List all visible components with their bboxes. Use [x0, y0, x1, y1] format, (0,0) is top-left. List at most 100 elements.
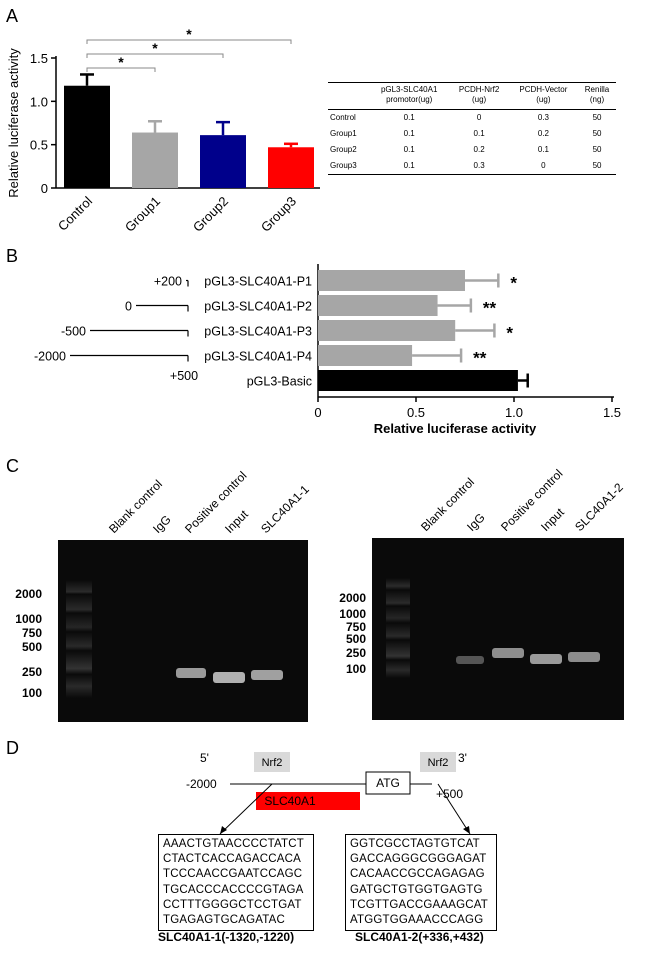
gel-band: [530, 654, 562, 664]
x-tick-label: Control: [55, 193, 95, 233]
sequence-caption-1: SLC40A1-1(-1320,-1220): [158, 930, 295, 944]
lane-label: SLC40A1-2: [572, 480, 626, 534]
table-header-cell: PCDH-Vector (ug): [508, 82, 579, 110]
gel-band: [176, 668, 206, 678]
marker-label: 1000: [15, 612, 42, 626]
construct-start-label: +200: [154, 275, 182, 289]
construct-start-label: 0: [125, 300, 132, 314]
sequence-line: GATGCTGTGGTGAGTG: [350, 883, 483, 896]
pointer-arrow-left: [219, 783, 273, 835]
marker-label: 500: [21, 640, 42, 654]
panel-a-bar-chart: 0 0.5 1.0 1.5 Relative luciferase activity Co…: [6, 26, 320, 235]
gel-ladder: [386, 578, 410, 678]
lane-label: Input: [222, 507, 251, 536]
sequence-line: TCCCAACCGAATCCAGC: [163, 868, 303, 881]
table-cell: Group3: [328, 158, 369, 175]
table-cell: 0.1: [368, 158, 450, 175]
marker-label: 500: [345, 632, 366, 646]
gel-band: [213, 672, 245, 683]
marker-label: 750: [345, 620, 366, 634]
significance-mark: **: [483, 299, 497, 318]
marker-label: 1000: [339, 607, 366, 621]
x-tick-label: 0.5: [407, 405, 425, 420]
marker-label: 2000: [339, 591, 366, 605]
table-cell: Control: [330, 113, 356, 122]
construct-end-label: +500: [170, 369, 198, 383]
panel-b-bar-chart: 0 0.5 1.0 1.5 Relative luciferase activity pG…: [34, 264, 621, 436]
significance-mark: *: [118, 54, 124, 70]
bar: [200, 135, 246, 188]
table-cell: 0.1: [403, 113, 415, 122]
gel-left: [58, 540, 308, 722]
table-cell: 0: [508, 158, 579, 175]
bar: [64, 85, 110, 188]
table-header-cell: Renilla (ng): [578, 82, 616, 110]
significance-mark: *: [510, 274, 517, 293]
table-cell: 0: [476, 113, 482, 122]
x-tick-label: 1.0: [505, 405, 523, 420]
atg-label: ATG: [376, 776, 400, 790]
table-cell: Group1: [330, 129, 357, 138]
sequence-box-1: AAACTGTAACCCCTATCT CTACTCACCAGACCACA TCC…: [158, 834, 314, 932]
x-tick-label: Group2: [190, 194, 231, 235]
significance-mark: *: [152, 40, 158, 56]
table-cell: 0.1: [403, 129, 415, 138]
marker-label: 750: [21, 626, 42, 640]
significance-mark: **: [473, 349, 487, 368]
left-position-label: -2000: [186, 777, 217, 791]
construct-start-label: -500: [61, 325, 86, 339]
arrowhead-right: [463, 826, 470, 834]
three-prime-label: 3': [458, 751, 467, 765]
y-tick-label: pGL3-SLC40A1-P4: [204, 350, 312, 364]
y-axis-label: Relative luciferase activity: [6, 48, 21, 198]
lane-label: Input: [538, 505, 567, 534]
five-prime-label: 5': [200, 751, 209, 765]
table-cell: 50: [592, 129, 602, 138]
arrowhead-left: [220, 826, 227, 834]
table-row: Control 0.1 0 0.3 50: [328, 110, 616, 127]
nrf2-box-right: [420, 752, 456, 772]
sequence-line: AAACTGTAACCCCTATCT: [163, 838, 304, 850]
gel-band: [492, 648, 524, 658]
sequence-line: CCTTTGGGGCTCCTGAT: [163, 898, 302, 911]
table-cell: 50: [578, 158, 616, 175]
bar: [268, 147, 314, 188]
table-cell: 50: [592, 145, 602, 154]
y-tick-label: pGL3-SLC40A1-P1: [204, 275, 312, 289]
table-cell: Group2: [330, 145, 357, 154]
bar: [318, 270, 465, 291]
sequence-line: GGTCGCCTAGTGTCAT: [350, 838, 480, 850]
atg-box: [365, 771, 411, 795]
marker-label: 100: [21, 686, 42, 700]
y-tick-label: pGL3-SLC40A1-P3: [204, 325, 312, 339]
significance-bracket: [86, 67, 156, 72]
lane-label: IgG: [464, 510, 488, 534]
panel-label-c: C: [6, 456, 19, 476]
gel-band: [568, 652, 600, 662]
table-cell: 0.1: [537, 145, 549, 154]
bar: [318, 345, 413, 366]
sequence-line: GACCAGGGCGGGAGAT: [350, 853, 487, 866]
table-cell: 0.1: [403, 145, 415, 154]
panel-d-diagram: Nrf2 Nrf2 ATG SLC40A1 5' 3' -2000 +500: [186, 751, 471, 835]
table-cell: 0.2: [473, 145, 485, 154]
sequence-line: CACAACCGCCAGAGAG: [350, 868, 485, 881]
table-row: Group2 0.1 0.2 0.1 50: [328, 142, 616, 158]
table-cell: 50: [592, 113, 602, 122]
y-tick-label: 1.0: [30, 94, 48, 109]
pointer-arrow-right: [437, 783, 471, 835]
y-tick-label: pGL3-SLC40A1-P2: [204, 300, 312, 314]
construct-start-label: -2000: [34, 350, 66, 364]
sequence-line: ATGGTGGAAACCCAGG: [350, 914, 484, 927]
x-tick-label: 0: [314, 405, 321, 420]
significance-bracket: [86, 53, 224, 58]
table-header-cell: [328, 82, 369, 110]
bar: [318, 295, 438, 316]
gel-band: [251, 670, 283, 680]
right-position-label: +500: [436, 787, 463, 801]
table-header-cell: PCDH-Nrf2 (ug): [449, 82, 509, 110]
gene-label: SLC40A1: [264, 794, 316, 808]
significance-bracket: [86, 39, 292, 44]
table-cell: 0.3: [449, 158, 509, 175]
table-row: Group3 0.1 0.3 0 50: [328, 158, 616, 175]
